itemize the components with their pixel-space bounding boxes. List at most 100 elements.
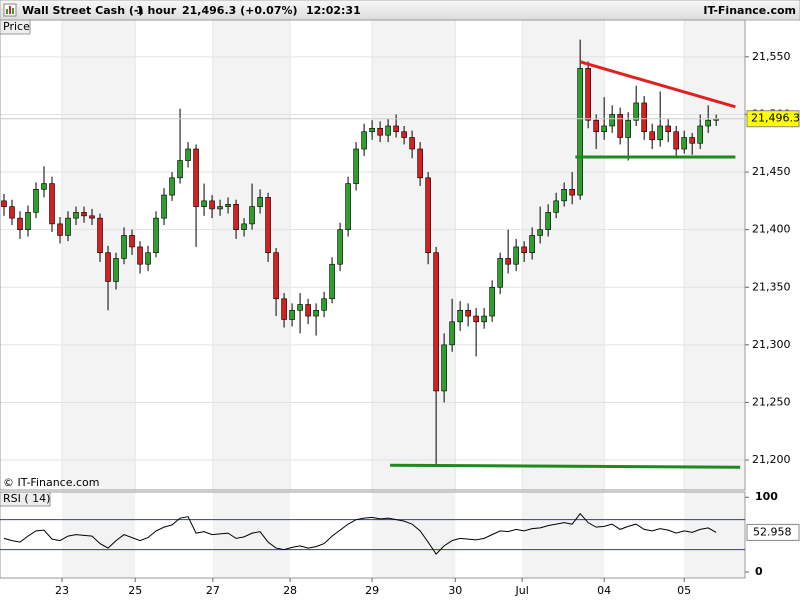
trendline [390, 463, 741, 469]
candle-body [265, 197, 271, 253]
candle-body [353, 148, 359, 184]
candle-body [209, 200, 215, 210]
candle-body [25, 212, 31, 230]
x-tick-label: 04 [597, 584, 611, 597]
candle-body [297, 304, 303, 311]
candle-body [553, 200, 559, 213]
x-tick-label: 30 [448, 584, 462, 597]
day-band [684, 20, 745, 490]
candle-body [505, 258, 511, 265]
y-tick-label: 21,300 [752, 338, 791, 351]
candle-body [449, 321, 455, 346]
interval: 1 hour [136, 4, 177, 17]
last-price-label: 21,496.3 [751, 112, 800, 125]
candle-body [457, 309, 463, 323]
day-band [372, 20, 456, 490]
day-band [522, 492, 605, 578]
instrument: Wall Street Cash (-) [22, 4, 143, 17]
candle-body [161, 194, 167, 219]
candle-body [521, 246, 527, 253]
time: 12:02:31 [306, 4, 361, 17]
candle-body [257, 197, 263, 207]
candle-body [97, 217, 103, 253]
candle-body [49, 183, 55, 225]
candle-body [273, 252, 279, 300]
day-band [212, 492, 291, 578]
candle-body [649, 131, 655, 141]
candle-body [313, 309, 319, 317]
y-tick-label: 21,350 [752, 280, 791, 293]
candle-body [185, 148, 191, 161]
candle-body [113, 258, 119, 282]
y-tick-label: 21,200 [752, 453, 791, 466]
candle-body [17, 217, 23, 230]
candle-body [681, 137, 687, 150]
candle-body [657, 125, 663, 141]
copyright: © IT-Finance.com [3, 476, 100, 489]
y-tick-label: 21,250 [752, 395, 791, 408]
x-tick-label: 29 [365, 584, 379, 597]
candle-body [545, 212, 551, 230]
candle-body [305, 304, 311, 317]
candle-body [393, 125, 399, 133]
candle-body [361, 131, 367, 150]
candle-body [337, 229, 343, 265]
candle-body [233, 204, 239, 230]
candle-body [201, 200, 207, 207]
candle-body [489, 286, 495, 317]
quote: 21,496.3 (+0.07%) [182, 4, 298, 17]
candle-body [417, 148, 423, 179]
candle-body [169, 177, 175, 196]
icon-bar [12, 8, 14, 14]
candle-body [137, 246, 143, 265]
candle-body [409, 137, 415, 150]
candle-body [225, 204, 231, 207]
candle-body [513, 246, 519, 265]
candle-body [321, 298, 327, 311]
candle-body [673, 131, 679, 150]
last-price-tag [746, 110, 800, 128]
candle-body [329, 263, 335, 300]
icon-bar [9, 6, 11, 14]
candle-body [177, 160, 183, 179]
candle-body [665, 125, 671, 133]
candle-body [425, 177, 431, 253]
candle-body [561, 189, 567, 202]
candle-body [625, 119, 631, 138]
candle-body [289, 309, 295, 320]
candle-body [569, 189, 575, 196]
candle-body [81, 212, 87, 217]
candle-body [241, 223, 247, 230]
candle-body [593, 119, 599, 133]
candle-body [41, 183, 47, 190]
candle-body [385, 125, 391, 136]
candle-body [249, 206, 255, 225]
candle-body [473, 315, 479, 323]
day-band [684, 492, 745, 578]
candle-body [377, 127, 383, 136]
candle-body [577, 68, 583, 196]
rsi-last-tag [746, 523, 800, 541]
day-band [372, 492, 456, 578]
candle-body [105, 252, 111, 282]
candle-body [441, 344, 447, 392]
candle-body [65, 217, 71, 236]
rsi-tick-label: 100 [755, 490, 778, 503]
candle-body [641, 102, 647, 133]
x-tick-label: 28 [283, 584, 297, 597]
candle-body [33, 189, 39, 213]
candle-body [697, 125, 703, 144]
candle-body [497, 258, 503, 288]
icon-bar [6, 9, 8, 14]
candle-body [369, 127, 375, 133]
x-tick-label: Jul [514, 584, 528, 597]
candle-body [617, 114, 623, 138]
candle-body [145, 252, 151, 265]
candle-body [537, 229, 543, 236]
candle-body [281, 298, 287, 320]
candle-body [433, 252, 439, 392]
rsi-line [3, 512, 717, 555]
y-tick-label: 21,450 [752, 165, 791, 178]
candle-body [601, 125, 607, 133]
